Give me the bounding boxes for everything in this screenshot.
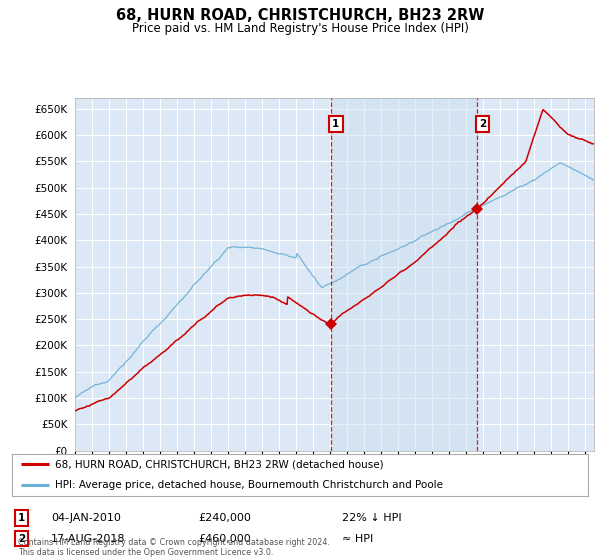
Text: Contains HM Land Registry data © Crown copyright and database right 2024.
This d: Contains HM Land Registry data © Crown c… [18, 538, 330, 557]
Text: HPI: Average price, detached house, Bournemouth Christchurch and Poole: HPI: Average price, detached house, Bour… [55, 480, 443, 490]
Text: 22% ↓ HPI: 22% ↓ HPI [342, 513, 401, 523]
Text: Price paid vs. HM Land Registry's House Price Index (HPI): Price paid vs. HM Land Registry's House … [131, 22, 469, 35]
Text: 04-JAN-2010: 04-JAN-2010 [51, 513, 121, 523]
Text: 1: 1 [18, 513, 25, 523]
Bar [331, 98, 477, 451]
Text: 68, HURN ROAD, CHRISTCHURCH, BH23 2RW: 68, HURN ROAD, CHRISTCHURCH, BH23 2RW [116, 8, 484, 24]
Text: ≈ HPI: ≈ HPI [342, 534, 373, 544]
Text: 2: 2 [479, 119, 486, 129]
Text: 17-AUG-2018: 17-AUG-2018 [51, 534, 125, 544]
Text: 2: 2 [18, 534, 25, 544]
Text: 68, HURN ROAD, CHRISTCHURCH, BH23 2RW (detached house): 68, HURN ROAD, CHRISTCHURCH, BH23 2RW (d… [55, 459, 384, 469]
Text: £240,000: £240,000 [198, 513, 251, 523]
Text: £460,000: £460,000 [198, 534, 251, 544]
Text: 1: 1 [332, 119, 340, 129]
